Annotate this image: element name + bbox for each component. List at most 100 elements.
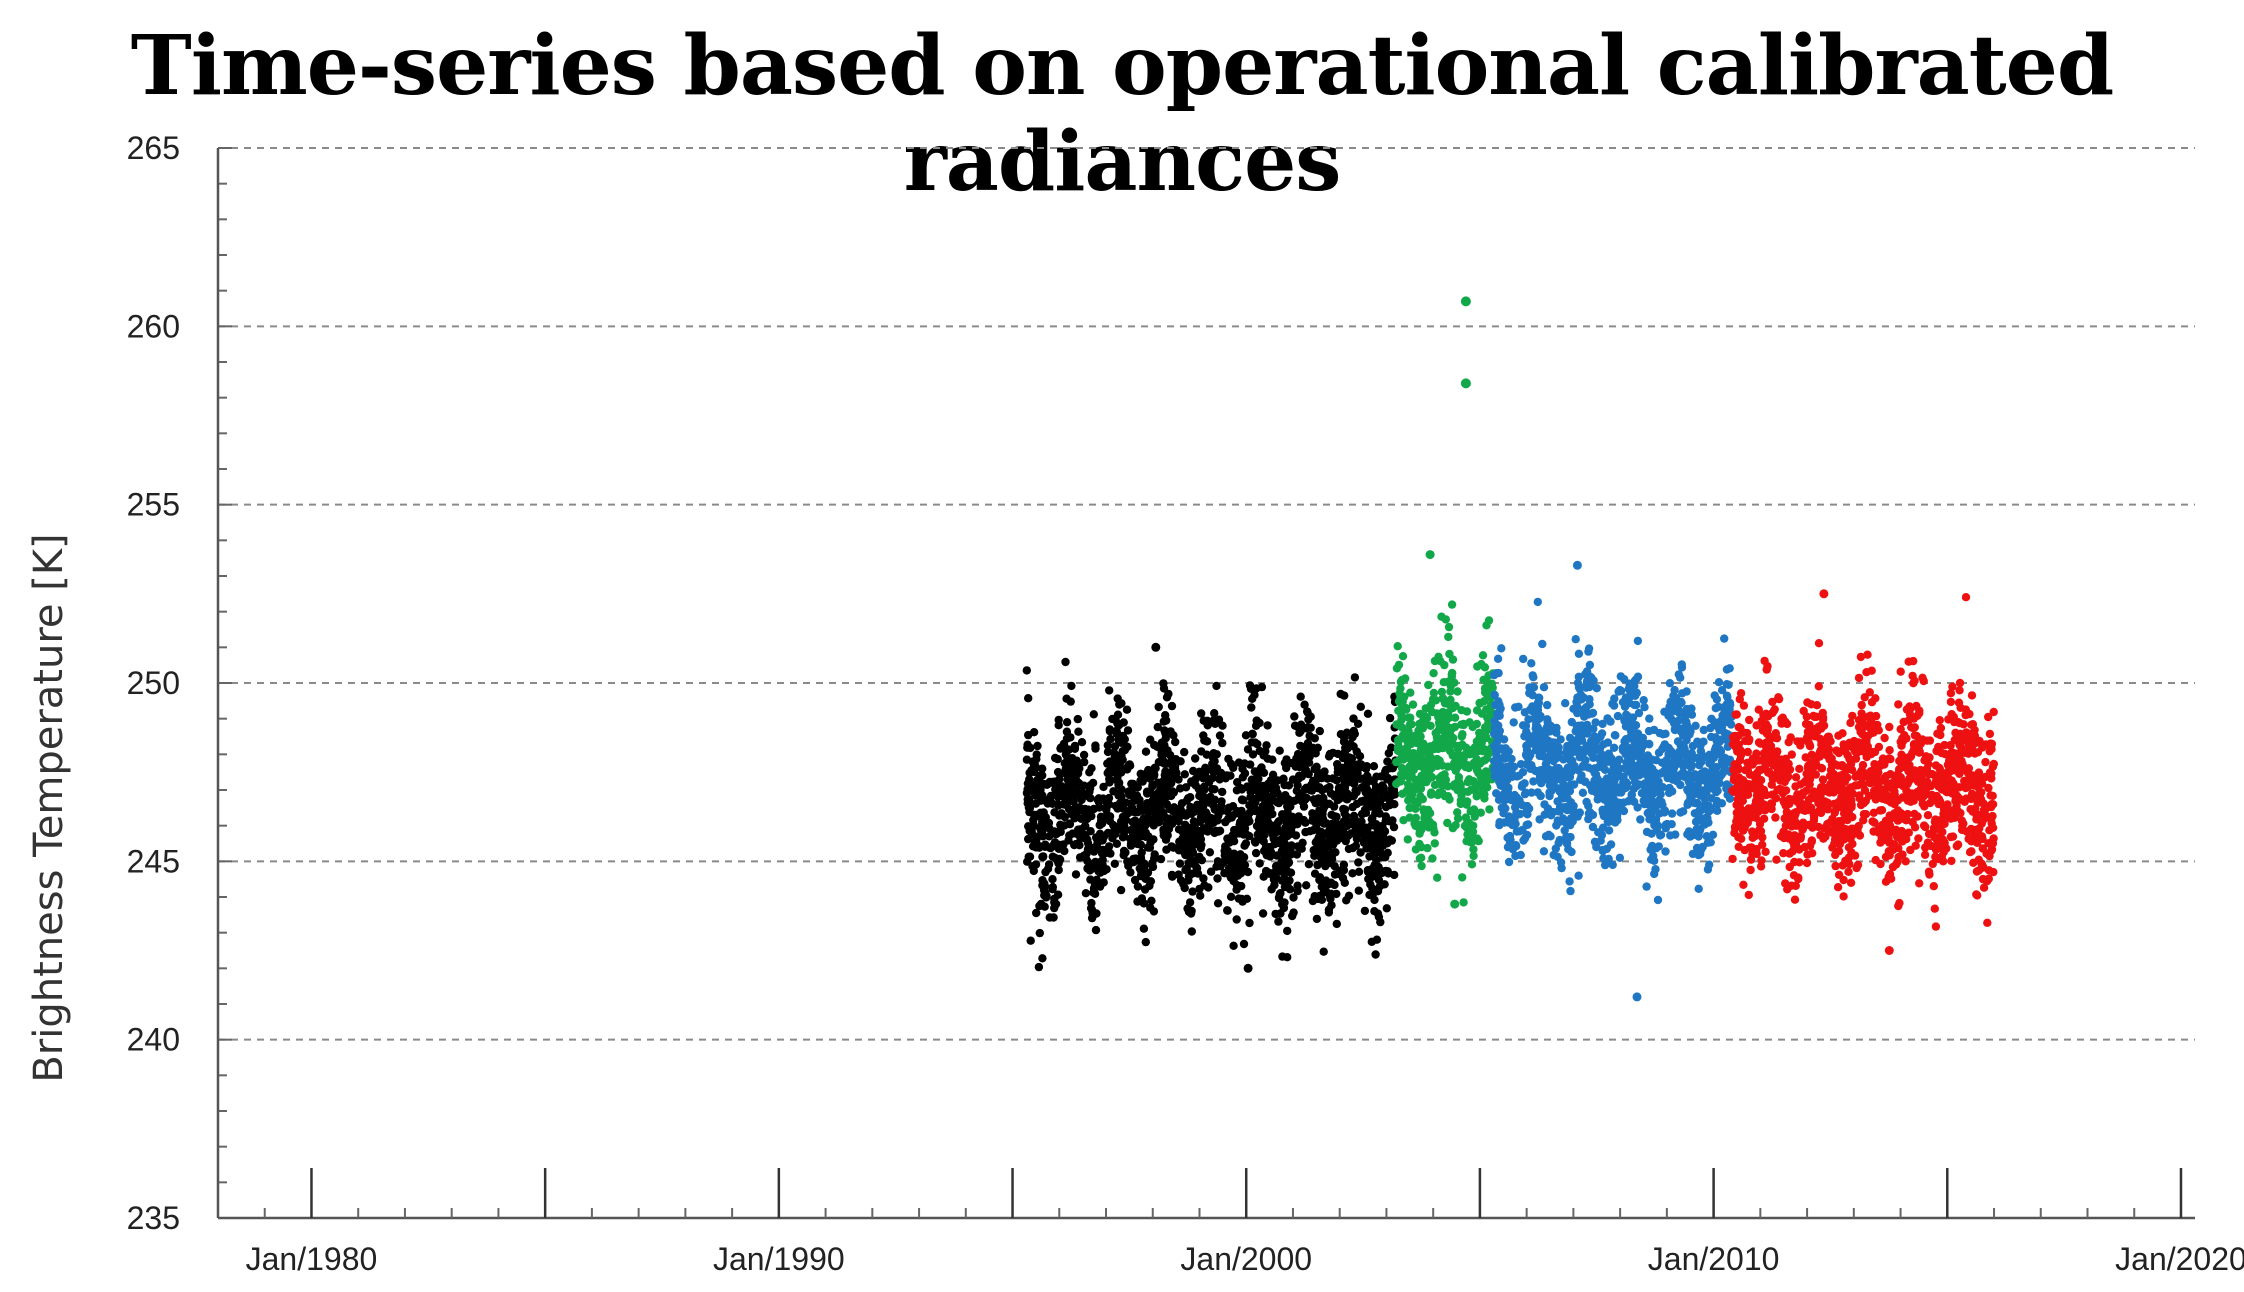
data-point: [1509, 718, 1518, 727]
data-point: [1095, 829, 1105, 838]
data-point: [1384, 749, 1394, 758]
data-point: [1764, 750, 1773, 759]
data-point: [1846, 878, 1856, 887]
data-point: [1315, 850, 1324, 859]
data-point: [1668, 750, 1677, 759]
data-point: [1915, 879, 1924, 888]
data-point: [1571, 810, 1581, 820]
data-point: [1189, 766, 1198, 776]
data-point: [1527, 788, 1536, 797]
data-point: [1878, 759, 1887, 768]
data-point: [1403, 835, 1413, 844]
data-point: [1854, 673, 1864, 683]
data-point: [1523, 801, 1532, 811]
data-point: [1342, 728, 1352, 737]
data-point: [1983, 918, 1992, 927]
data-point: [1626, 795, 1635, 804]
data-point: [1647, 786, 1656, 795]
data-point: [1347, 754, 1357, 763]
data-point: [1587, 748, 1596, 758]
data-point: [1442, 715, 1452, 724]
data-point: [1245, 817, 1254, 826]
data-point: [1650, 869, 1659, 879]
data-point: [1032, 908, 1041, 918]
data-point: [1769, 761, 1778, 770]
data-point: [1133, 832, 1142, 841]
data-point: [1035, 928, 1045, 938]
data-point: [1629, 735, 1639, 744]
data-point: [1474, 836, 1483, 846]
data-point: [1939, 805, 1949, 814]
data-point: [1814, 639, 1824, 648]
data-point: [1077, 738, 1087, 747]
data-point: [1293, 781, 1302, 790]
data-point: [1234, 758, 1244, 767]
data-point: [1160, 828, 1170, 838]
data-point: [1243, 963, 1253, 973]
data-point: [1158, 777, 1168, 786]
data-point: [1453, 687, 1462, 696]
data-point: [1156, 784, 1165, 793]
data-point: [1022, 788, 1032, 798]
data-point: [1952, 783, 1962, 792]
data-point: [1538, 639, 1547, 649]
data-point: [1834, 731, 1843, 740]
data-point: [1083, 864, 1092, 873]
data-point: [1357, 817, 1366, 826]
data-point: [1929, 882, 1939, 891]
data-point: [1921, 822, 1930, 832]
data-point: [1473, 747, 1483, 756]
data-point: [1272, 787, 1281, 796]
data-point: [1724, 680, 1733, 689]
data-point: [1898, 850, 1907, 859]
data-point: [1062, 718, 1072, 727]
data-point: [1233, 807, 1242, 816]
data-point: [1893, 770, 1902, 779]
data-point: [1302, 881, 1311, 890]
x-tick-label: Jan/2020: [2115, 1241, 2244, 1277]
data-point: [1312, 762, 1321, 771]
data-point: [1809, 711, 1818, 721]
data-point: [1171, 737, 1180, 747]
data-point: [1156, 854, 1166, 864]
data-point: [1929, 823, 1939, 833]
data-point: [1572, 560, 1582, 570]
data-point: [1834, 748, 1844, 758]
data-point: [1312, 816, 1322, 826]
data-point: [1535, 773, 1545, 783]
data-point: [1166, 768, 1176, 777]
data-point: [1705, 860, 1714, 869]
data-point: [1600, 765, 1610, 774]
data-point: [1520, 834, 1530, 843]
data-point: [1871, 855, 1880, 865]
data-point: [1413, 799, 1422, 808]
data-point: [1682, 721, 1692, 730]
data-point: [1410, 819, 1419, 828]
data-point: [1277, 846, 1287, 856]
data-point: [1711, 704, 1721, 713]
data-point: [1296, 692, 1305, 701]
data-point: [1081, 889, 1091, 898]
data-point: [1919, 792, 1928, 801]
data-point: [1300, 745, 1310, 754]
data-point: [1061, 750, 1071, 759]
data-point: [1209, 818, 1218, 827]
data-point: [1581, 777, 1590, 786]
data-point: [1091, 741, 1100, 750]
data-point: [1562, 838, 1572, 847]
data-point: [1495, 707, 1504, 717]
data-point: [1732, 808, 1742, 817]
data-point: [1360, 906, 1370, 916]
data-point: [1896, 725, 1905, 734]
data-point: [1594, 781, 1603, 790]
data-point: [1387, 791, 1396, 800]
data-point: [1696, 806, 1705, 815]
data-point: [1181, 811, 1191, 820]
data-point: [1975, 736, 1984, 746]
data-point: [1499, 802, 1509, 812]
data-point: [1845, 754, 1854, 764]
data-point: [1528, 691, 1537, 700]
data-point: [1844, 867, 1853, 876]
data-point: [1978, 874, 1988, 884]
data-point: [1739, 816, 1748, 825]
